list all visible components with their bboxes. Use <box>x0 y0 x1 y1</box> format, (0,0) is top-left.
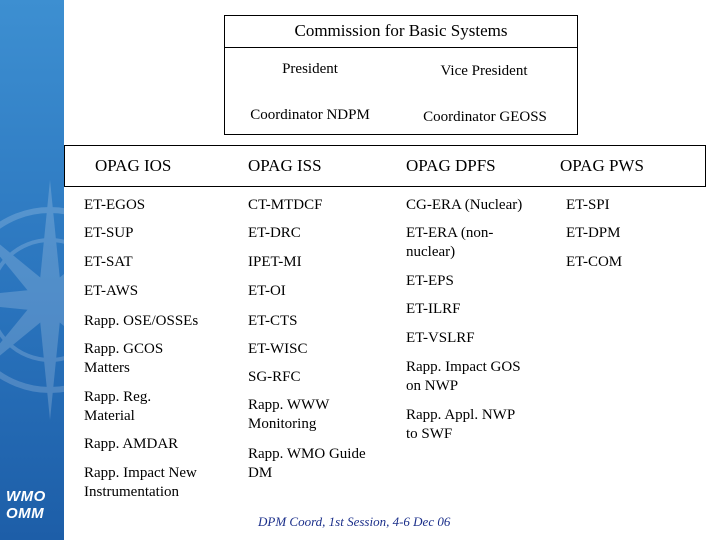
iss-item: SG-RFC <box>248 369 301 385</box>
dpfs-item: CG-ERA (Nuclear) <box>406 197 523 213</box>
ios-item: Rapp. OSE/OSSEs <box>84 313 199 329</box>
iss-item: ET-OI <box>248 283 286 299</box>
dpfs-item: ET-EPS <box>406 273 454 289</box>
coordinator-geoss-label: Coordinator GEOSS <box>423 109 547 125</box>
vice-president-label: Vice President <box>440 63 528 79</box>
logo-line-1: WMO <box>6 488 46 505</box>
ios-item: ET-AWS <box>84 283 139 299</box>
iss-item: ET-DRC <box>248 225 301 241</box>
opag-header-row <box>64 145 706 187</box>
iss-item: ET-WISC <box>248 341 308 357</box>
dpfs-item: ET-VSLRF <box>406 330 475 346</box>
logo-line-2: OMM <box>6 505 45 522</box>
wmo-logo: WMO OMM <box>6 488 46 522</box>
officers-box <box>224 47 578 135</box>
ios-item: Rapp. GCOS Matters <box>84 341 164 376</box>
ios-item: Rapp. Impact New Instrumentation <box>84 465 197 500</box>
pws-item: ET-COM <box>566 254 623 270</box>
ios-item: ET-EGOS <box>84 197 146 213</box>
iss-item: ET-CTS <box>248 313 298 329</box>
coordinator-ndpm-label: Coordinator NDPM <box>250 107 370 123</box>
ios-item: ET-SUP <box>84 225 134 241</box>
pws-item: ET-SPI <box>566 197 610 213</box>
pws-item: ET-DPM <box>566 225 621 241</box>
iss-item: CT-MTDCF <box>248 197 323 213</box>
iss-item: Rapp. WWW Monitoring <box>248 397 330 432</box>
opag-ios-title: OPAG IOS <box>95 156 172 175</box>
dpfs-item: Rapp. Appl. NWP to SWF <box>406 407 516 442</box>
ios-item: Rapp. Reg. Material <box>84 389 152 424</box>
opag-iss-title: OPAG ISS <box>248 156 322 175</box>
ios-item: ET-SAT <box>84 254 133 270</box>
president-label: President <box>282 61 338 77</box>
ios-item: Rapp. AMDAR <box>84 436 179 452</box>
opag-pws-title: OPAG PWS <box>560 156 644 175</box>
opag-dpfs-title: OPAG DPFS <box>406 156 496 175</box>
commission-title: Commission for Basic Systems <box>294 21 508 40</box>
wmo-emblem-icon <box>0 180 170 420</box>
footer-caption: DPM Coord, 1st Session, 4-6 Dec 06 <box>258 514 451 529</box>
dpfs-item: Rapp. Impact GOS on NWP <box>406 359 521 394</box>
wmo-sidebar <box>0 0 64 540</box>
iss-item: Rapp. WMO Guide DM <box>248 446 366 481</box>
dpfs-item: ET-ERA (non- nuclear) <box>406 225 494 260</box>
iss-item: IPET-MI <box>248 254 302 270</box>
dpfs-item: ET-ILRF <box>406 301 461 317</box>
